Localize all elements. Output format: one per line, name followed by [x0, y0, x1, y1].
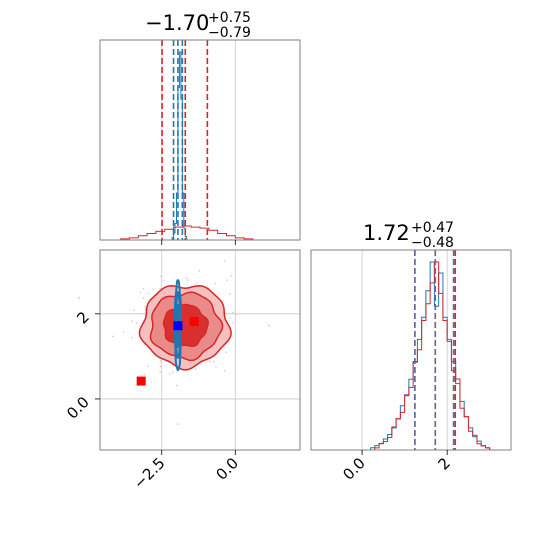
- scatter-point: [142, 287, 145, 290]
- joint-frame: [99, 249, 301, 451]
- scatter-point: [177, 423, 179, 425]
- scatter-point: [198, 270, 201, 272]
- hist-y-frame: [310, 249, 512, 451]
- scatter-point: [159, 371, 161, 374]
- scatter-point: [232, 311, 234, 314]
- scatter-point: [169, 373, 171, 375]
- y-tick-label-1: 2: [73, 308, 92, 327]
- scatter-point: [141, 321, 143, 324]
- scatter-point: [131, 336, 134, 339]
- scatter-point: [112, 335, 114, 338]
- marker-2: [136, 376, 146, 386]
- scatter-point: [144, 306, 146, 308]
- scatter-point: [223, 369, 226, 372]
- scatter-point: [212, 360, 215, 363]
- scatter-point: [230, 275, 233, 277]
- scatter-point: [159, 360, 162, 362]
- scatter-point: [225, 351, 227, 354]
- scatter-point: [229, 317, 231, 319]
- marker-1: [189, 316, 199, 326]
- title-x-minus: −0.79: [208, 25, 251, 41]
- scatter-point: [78, 296, 81, 299]
- scatter-point: [131, 320, 133, 322]
- scatter-point: [160, 275, 162, 278]
- y-tick-label-0: 0.0: [63, 393, 93, 423]
- scatter-point: [142, 297, 145, 299]
- x-tick-label-0: −2.5: [130, 454, 168, 492]
- title-y-plus: +0.47: [411, 220, 454, 236]
- scatter-point: [215, 366, 217, 368]
- scatter-point: [208, 360, 211, 363]
- x-tick-label-0: 0.0: [339, 454, 369, 484]
- scatter-point: [139, 291, 142, 293]
- scatter-point: [195, 282, 198, 284]
- x-tick-label-1: 2: [435, 454, 454, 473]
- histogram-panel-x: [99, 39, 301, 245]
- scatter-point: [152, 288, 154, 290]
- scatter-point: [231, 321, 234, 324]
- title-x-plus: +0.75: [208, 10, 251, 26]
- scatter-point: [187, 279, 189, 281]
- hist-x-frame: [99, 39, 301, 241]
- scatter-point: [185, 277, 188, 280]
- scatter-point: [234, 313, 237, 315]
- scatter-point: [159, 365, 162, 368]
- scatter-point: [143, 344, 146, 346]
- scatter-point: [194, 368, 197, 370]
- scatter-point: [135, 322, 138, 325]
- title-x-value: −1.70: [145, 11, 209, 35]
- hist-series-0: [370, 261, 494, 451]
- scatter-point: [229, 292, 231, 295]
- scatter-point: [175, 384, 178, 387]
- scatter-point: [223, 260, 226, 262]
- hist-series-1: [370, 261, 494, 451]
- scatter-point: [163, 279, 165, 282]
- x-tick-label-1: 0.0: [213, 454, 243, 484]
- scatter-point: [172, 371, 174, 374]
- joint-contour-panel: −2.5 0.0 0.0 2: [63, 249, 301, 493]
- scatter-point: [122, 331, 125, 334]
- scatter-point: [214, 282, 217, 285]
- scatter-point: [159, 287, 161, 290]
- title-y-value: 1.72: [363, 221, 410, 245]
- scatter-point: [146, 365, 149, 367]
- scatter-point: [268, 324, 270, 327]
- title-y-minus: −0.48: [411, 235, 454, 251]
- histogram-panel-y: 0.0 2: [310, 249, 512, 484]
- scatter-point: [143, 373, 145, 376]
- scatter-point: [226, 279, 228, 281]
- scatter-point: [147, 292, 150, 295]
- marker-0: [173, 321, 183, 331]
- scatter-point: [133, 309, 135, 312]
